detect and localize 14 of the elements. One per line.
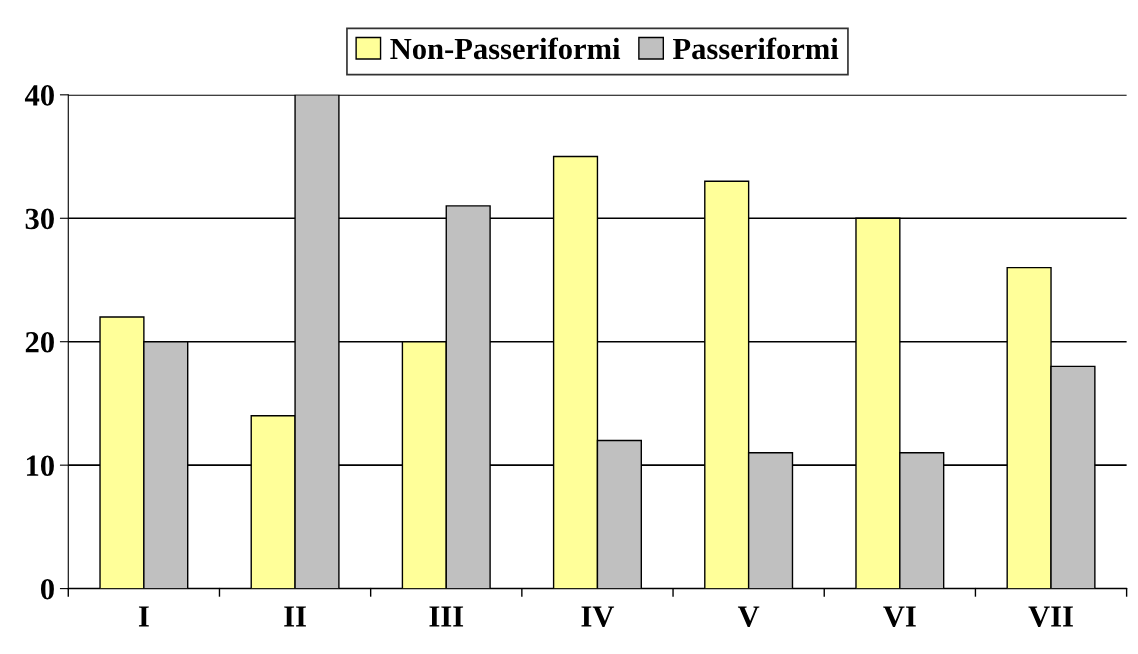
y-tick-label: 10: [26, 455, 54, 477]
y-tick-label: 40: [24, 85, 54, 106]
x-tick-label: II: [284, 606, 306, 627]
legend-label: Passeriformi: [673, 37, 839, 60]
x-tick-label: V: [737, 606, 760, 627]
x-tick-label: VI: [883, 606, 916, 627]
y-tick-label: 30: [25, 208, 54, 230]
x-tick-label: III: [429, 606, 464, 627]
x-tick-label: IV: [581, 606, 615, 627]
x-tick-label: I: [138, 606, 149, 627]
y-tick-label: 20: [25, 332, 54, 353]
x-tick-label: VII: [1028, 606, 1073, 627]
y-tick-label: 0: [40, 578, 54, 600]
legend-label: Non-Passeriformi: [390, 37, 621, 60]
